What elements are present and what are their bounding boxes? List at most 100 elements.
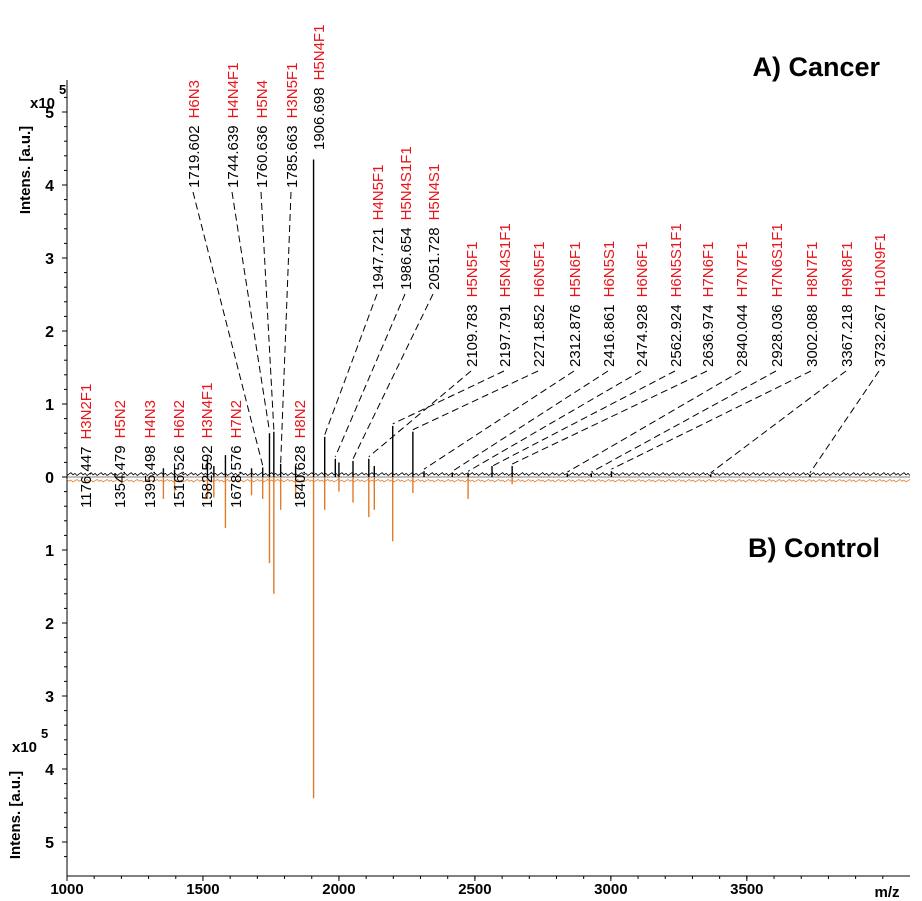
mass-value: 2928.036	[769, 304, 786, 367]
peak-label: 2928.036 H7N6S1F1	[769, 223, 786, 367]
mass-value: 3002.088	[804, 304, 821, 367]
bottom-y-tick-label: 4	[45, 762, 54, 779]
annotation-leader	[412, 370, 539, 431]
peak-label: 2636.974 H7N6F1	[700, 242, 717, 367]
annotation-leader	[192, 191, 264, 466]
bottom-y-axis-label: Intens. [a.u.]	[7, 771, 24, 859]
top-y-tick-label: 0	[45, 470, 54, 487]
peak-label: 2109.783 H5N5F1	[464, 242, 481, 367]
mass-value: 3732.267	[872, 304, 889, 367]
peak-label: 1354.479 H5N2	[112, 400, 129, 508]
glycan-composition: H5N4S1F1	[398, 146, 415, 220]
glycan-composition: H5N4S1F1	[497, 223, 514, 297]
peak-label: 2840.044 H7N7F1	[734, 242, 751, 367]
peak-annotation: 1986.654 H5N4S1F1	[398, 146, 415, 290]
mass-value: 2474.928	[634, 304, 651, 367]
peak-annotation: 2109.783 H5N5F1	[464, 242, 481, 367]
mass-value: 2840.044	[734, 304, 751, 367]
annotation-leader	[392, 370, 505, 425]
top-y-tick-label: 2	[45, 324, 54, 341]
peak-label: 1906.698 H5N4F1	[311, 25, 328, 150]
peak-annotation: 1840.628 H8N2	[292, 400, 309, 508]
peak-label: 1395.498 H4N3	[142, 400, 159, 508]
annotation-leader	[280, 191, 292, 465]
bottom-y-scale-label: x10	[12, 739, 37, 756]
peak-annotation: 1354.479 H5N2	[112, 400, 129, 508]
glycan-composition: H6N5F1	[531, 242, 548, 298]
peak-annotation: 1582.592 H3N4F1	[199, 383, 216, 508]
tick-layer: 1000 1500 2000 2500 3000 3500 0 1 2 3 4 5 1 2 3 4 5	[45, 96, 884, 898]
glycan-composition: H3N4F1	[199, 383, 216, 439]
peak-label: 1840.628 H8N2	[292, 400, 309, 508]
annotation-leader	[324, 293, 378, 436]
peak-label: 3367.218 H9N8F1	[839, 242, 856, 367]
bottom-y-tick-label: 1	[45, 543, 54, 560]
peak-label: 3002.088 H8N7F1	[804, 242, 821, 367]
glycan-composition: H5N5F1	[464, 242, 481, 298]
annotation-leader	[591, 370, 777, 473]
bottom-y-tick-label: 3	[45, 689, 54, 706]
glycan-composition: H9N8F1	[839, 242, 856, 298]
annotation-layer: 1176.447 H3N2F1 1354.479 H5N2 1395.498 H4N3 15…	[78, 25, 889, 508]
peak-annotation: 3732.267 H10N9F1	[872, 233, 889, 367]
mass-value: 2271.852	[531, 304, 548, 367]
top-y-axis-label: Intens. [a.u.]	[17, 126, 34, 214]
mass-value: 1840.628	[292, 445, 309, 508]
cancer-spectrum	[66, 159, 911, 477]
glycan-composition: H4N3	[142, 400, 159, 438]
glycan-composition: H7N6F1	[700, 242, 717, 298]
peak-annotation: 2416.861 H6N5S1	[601, 241, 618, 367]
top-y-tick-label: 5	[45, 105, 54, 122]
mass-value: 1719.602	[186, 125, 203, 188]
peak-annotation: 2197.791 H5N4S1F1	[497, 223, 514, 367]
x-tick-label: 1000	[50, 881, 83, 898]
peak-annotation: 2051.728 H5N4S1	[426, 164, 443, 290]
peak-label: 1986.654 H5N4S1F1	[398, 146, 415, 290]
annotation-leader	[491, 370, 676, 467]
glycan-composition: H8N7F1	[804, 242, 821, 298]
x-tick-label: 3500	[730, 881, 763, 898]
mass-value: 1744.639	[225, 125, 242, 188]
peak-label: 2271.852 H6N5F1	[531, 242, 548, 367]
top-y-tick-label: 3	[45, 251, 54, 268]
mass-value: 1785.663	[284, 125, 301, 188]
annotation-leader	[567, 370, 742, 473]
peak-label: 2197.791 H5N4S1F1	[497, 223, 514, 367]
peak-label: 2474.928 H6N6F1	[634, 242, 651, 367]
glycan-composition: H7N7F1	[734, 242, 751, 298]
peak-label: 2562.924 H6N5S1F1	[668, 223, 685, 367]
annotation-leader	[368, 370, 472, 458]
peak-label: 1744.639 H4N4F1	[225, 63, 242, 188]
glycan-composition: H5N4	[254, 80, 271, 118]
peak-annotation: 1785.663 H3N5F1	[284, 63, 301, 188]
peak-annotation: 2474.928 H6N6F1	[634, 242, 651, 367]
mass-value: 2109.783	[464, 304, 481, 367]
glycan-composition: H6N5S1	[601, 241, 618, 298]
glycan-composition: H6N6F1	[634, 242, 651, 298]
mass-value: 1354.479	[112, 445, 129, 508]
glycan-composition: H8N2	[292, 400, 309, 438]
control-spectrum	[66, 477, 911, 799]
peak-annotation: 1395.498 H4N3	[142, 400, 159, 508]
glycan-composition: H6N2	[171, 400, 188, 438]
mass-value: 1986.654	[398, 227, 415, 290]
glycan-composition: H4N4F1	[225, 63, 242, 119]
mass-value: 2197.791	[497, 304, 514, 367]
annotation-leader	[809, 370, 880, 474]
peak-annotation: 1516.526 H6N2	[171, 400, 188, 508]
glycan-composition: H6N5S1F1	[668, 223, 685, 297]
peak-annotation: 1760.636 H5N4	[254, 80, 271, 188]
mass-value: 3367.218	[839, 304, 856, 367]
glycan-composition: H7N2	[228, 400, 245, 438]
annotation-leader	[467, 370, 642, 472]
bottom-panel-title: B) Control	[748, 533, 880, 563]
bottom-y-tick-label: 2	[45, 616, 54, 633]
glycan-composition: H5N4F1	[311, 25, 328, 81]
peak-annotation: 1947.721 H4N5F1	[370, 165, 387, 290]
mass-value: 2416.861	[601, 304, 618, 367]
peak-label: 3732.267 H10N9F1	[872, 233, 889, 367]
top-panel-title: A) Cancer	[752, 52, 880, 82]
peak-label: 1678.576 H7N2	[228, 400, 245, 508]
annotation-leader	[423, 370, 575, 470]
